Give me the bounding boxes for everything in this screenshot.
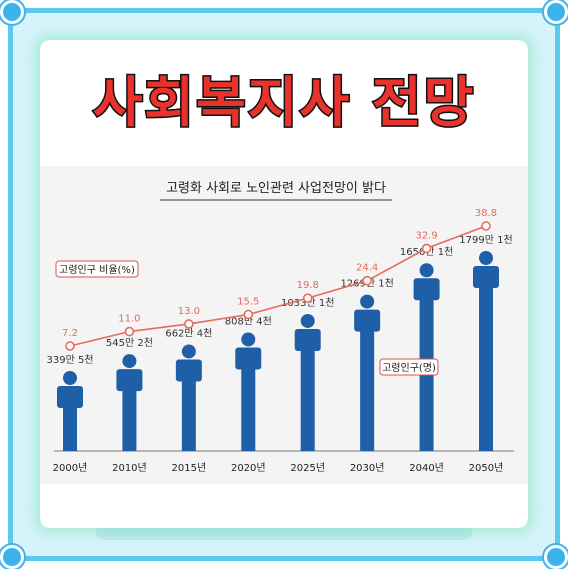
bar-head-7 (479, 251, 493, 265)
bar-stem-5 (360, 329, 375, 451)
bar-body-0 (57, 386, 83, 408)
bar-head-6 (419, 263, 434, 278)
bar-body-4 (294, 328, 321, 351)
bar-1: 545만 2천 (106, 337, 153, 451)
ratio-point-7 (481, 221, 491, 231)
ratio-label-3: 15.5 (237, 296, 259, 307)
chart-title: 고령화 사회로 노인관련 사업전망이 밝다 (166, 181, 386, 196)
card-shadow (96, 528, 472, 540)
bar-head-3 (241, 332, 256, 347)
ratio-point-4 (302, 293, 313, 303)
x-tick-label-3: 2020년 (231, 462, 266, 474)
ratio-point-0 (65, 341, 75, 351)
bar-stem-4 (300, 348, 315, 451)
bar-4: 1033만 1천 (281, 297, 334, 451)
ratio-line (69, 225, 487, 347)
ratio-point-5 (362, 275, 372, 286)
bar-head-4 (300, 313, 315, 328)
bar-value-label-2: 662만 4천 (165, 327, 212, 339)
corner-dot-top-left (0, 0, 24, 24)
corner-dot-bottom-right (544, 545, 568, 569)
x-tick-label-6: 2040년 (409, 462, 444, 474)
bar-body-3 (235, 347, 262, 370)
bar-stem-2 (181, 379, 196, 451)
ratio-label-0: 7.2 (62, 328, 78, 339)
x-tick-label-1: 2010년 (112, 462, 147, 474)
bar-0: 339만 5천 (46, 354, 94, 451)
legend-ratio-box (55, 260, 139, 278)
legend-ratio: 고령인구 비율(%) (55, 260, 139, 278)
bar-body-2 (175, 359, 202, 382)
x-tick-label-5: 2030년 (350, 462, 385, 474)
x-tick-label-7: 2050년 (469, 462, 504, 474)
ratio-point-6 (421, 243, 432, 254)
ratio-point-2 (184, 319, 194, 329)
legend-population-box (379, 358, 439, 376)
chart: 고령화 사회로 노인관련 사업전망이 밝다 339만 5천 545만 2천 662만… (46, 181, 514, 474)
bar-stem-1 (122, 389, 137, 451)
bar-3: 808만 4천 (225, 315, 272, 451)
bar-value-label-0: 339만 5천 (46, 354, 93, 366)
bar-stem-7 (479, 286, 493, 451)
bar-stem-0 (63, 406, 77, 451)
ratio-label-7: 38.8 (475, 208, 497, 219)
bar-value-label-7: 1799만 1천 (459, 234, 512, 246)
bar-value-label-1: 545만 2천 (106, 337, 153, 349)
ratio-point-1 (124, 326, 135, 337)
chart-background (40, 166, 528, 484)
corner-dot-bottom-left (0, 545, 24, 569)
bar-head-5 (360, 294, 375, 309)
bar-2: 662만 4천 (165, 327, 212, 451)
bar-body-6 (413, 278, 440, 301)
bar-value-label-3: 808만 4천 (225, 315, 272, 327)
bar-value-label-4: 1033만 1천 (281, 297, 334, 309)
page-title: 사회복지사 전망 (91, 70, 476, 136)
ratio-label-6: 32.9 (415, 230, 437, 241)
bar-head-1 (122, 354, 137, 369)
bar-stem-3 (241, 367, 256, 451)
legend-population-text: 고령인구(명) (382, 362, 436, 374)
ratio-label-1: 11.0 (118, 314, 140, 325)
bar-head-2 (181, 344, 196, 359)
x-tick-label-4: 2025년 (290, 462, 325, 474)
legend-population: 고령인구(명) (379, 358, 439, 376)
corner-dot-top-right (544, 0, 568, 24)
bar-body-7 (473, 266, 499, 288)
bar-5: 1269만 1천 (340, 278, 394, 451)
ratio-label-2: 13.0 (178, 306, 200, 317)
x-tick-label-0: 2000년 (53, 462, 88, 474)
bar-7: 1799만 1천 (459, 234, 513, 451)
bar-body-1 (116, 369, 143, 392)
x-tick-label-2: 2015년 (172, 462, 207, 474)
legend-ratio-text: 고령인구 비율(%) (59, 264, 135, 276)
bar-head-0 (63, 371, 77, 385)
ratio-label-4: 19.8 (297, 280, 319, 291)
bar-body-5 (354, 309, 381, 332)
ratio-label-5: 24.4 (356, 263, 378, 274)
ratio-point-3 (243, 309, 254, 320)
bar-6: 1650만 1천 (400, 246, 453, 451)
